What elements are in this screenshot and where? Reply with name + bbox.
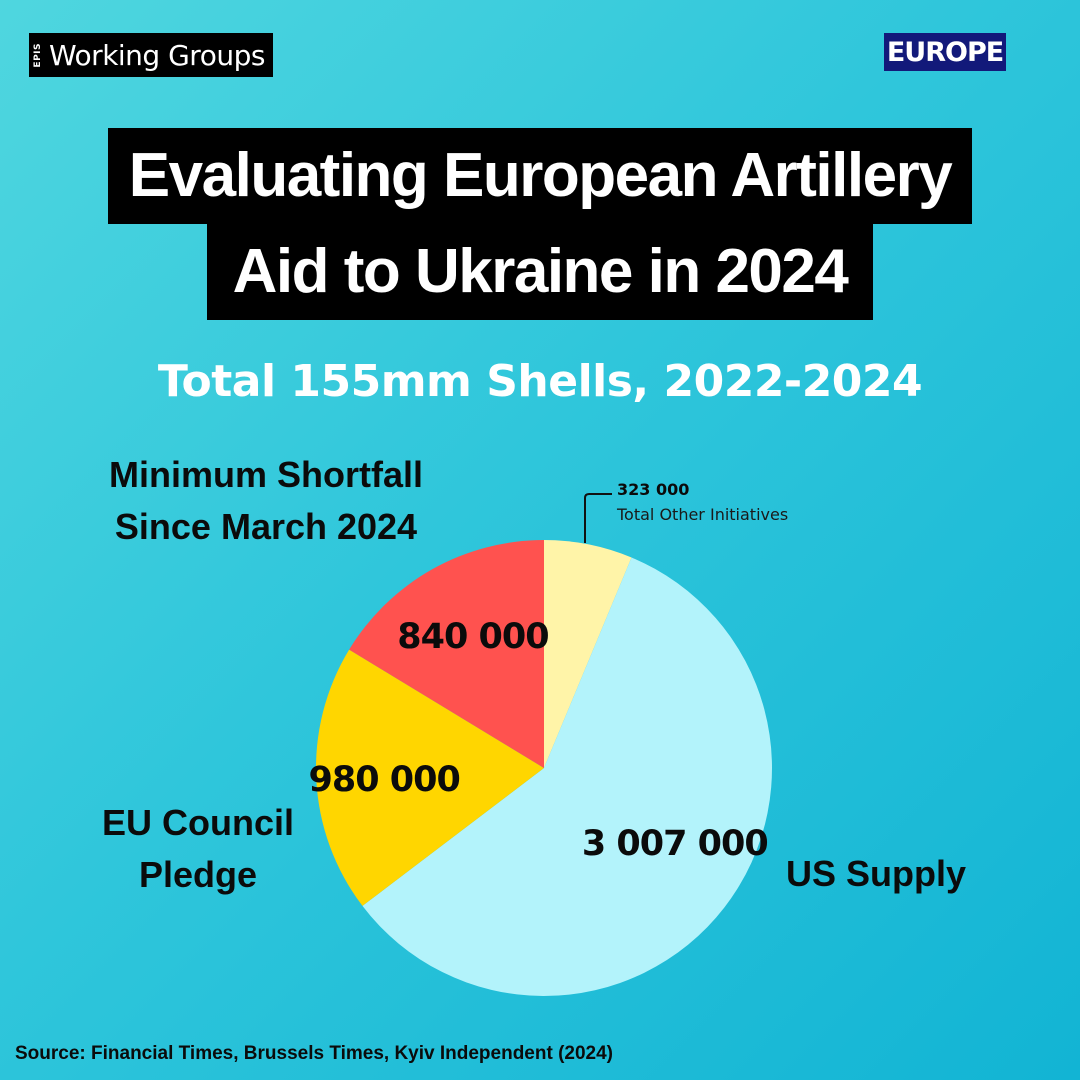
- slice-value-other: 323 000: [617, 480, 690, 499]
- chart-title: Total 155mm Shells, 2022-2024: [157, 356, 923, 407]
- slice-label-us: US Supply: [786, 853, 967, 894]
- slice-value-eu: 980 000: [308, 760, 461, 801]
- slice-value-us: 3 007 000: [581, 823, 769, 864]
- title-line-2: Aid to Ukraine in 2024: [207, 224, 873, 320]
- title-line-1: Evaluating European Artillery: [108, 128, 972, 224]
- brand-logo: EPIS Working Groups: [29, 33, 273, 77]
- slice-label-shortfall: Minimum Shortfall Since March 2024: [109, 454, 423, 547]
- slice-value-shortfall: 840 000: [397, 616, 549, 657]
- other-leader-line: [584, 493, 612, 543]
- slice-label-other: Total Other Initiatives: [617, 505, 789, 524]
- pie-slices: [316, 540, 773, 997]
- pie-slice-other: [544, 540, 632, 768]
- slice-label-eu: EU Council Pledge: [101, 802, 294, 895]
- region-badge: EUROPE: [884, 33, 1006, 71]
- source-note: Source: Financial Times, Brussels Times,…: [15, 1043, 614, 1064]
- pie-slice-eu: [316, 649, 544, 906]
- pie-slice-us: [362, 557, 773, 997]
- brand-name: Working Groups: [49, 38, 265, 72]
- pie-slice-shortfall: [349, 540, 544, 768]
